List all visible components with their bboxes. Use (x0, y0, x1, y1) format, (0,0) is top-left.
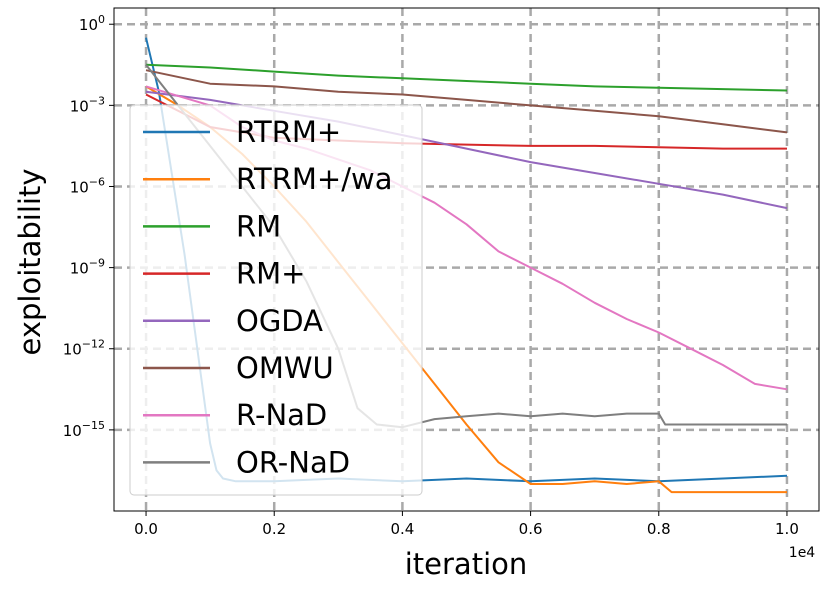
y-tick-exponent: −12 (82, 338, 105, 351)
legend-label: OGDA (236, 304, 323, 338)
legend-label: RTRM+/wa (236, 162, 392, 196)
legend-label: RTRM+ (236, 115, 341, 149)
ticks: 0.0 0.2 0.4 0.6 0.8 1.010010−310−610−910−1210… (63, 13, 799, 538)
x-tick-label: 0.8 (647, 520, 671, 538)
legend-label: OR-NaD (236, 445, 350, 479)
y-tick-label: 10−6 (70, 175, 105, 196)
y-tick-base: 10 (70, 97, 89, 115)
series-line-rm (145, 63, 788, 92)
y-tick-base: 10 (79, 16, 98, 34)
series-line-omwu (145, 69, 788, 134)
y-axis-label: exploitability (13, 168, 47, 355)
y-tick-base: 10 (63, 422, 82, 440)
y-tick-label: 100 (79, 13, 105, 34)
x-tick-label: 0.6 (519, 520, 543, 538)
y-tick-exponent: −6 (89, 175, 105, 188)
y-tick-base: 10 (70, 260, 89, 278)
legend: RTRM+ RTRM+/wa RM RM+ OGDA OMWU R-NaD OR-NaD (129, 104, 423, 496)
y-tick-exponent: 0 (98, 13, 105, 26)
plot-frame (113, 7, 820, 512)
x-tick-label: 0.0 (134, 520, 158, 538)
legend-box (129, 104, 423, 496)
x-axis-label: iteration (405, 547, 528, 581)
y-tick-label: 10−12 (63, 338, 105, 359)
x-tick-label: 1.0 (775, 520, 799, 538)
y-tick-label: 10−3 (70, 94, 105, 115)
y-tick-base: 10 (70, 178, 89, 196)
y-tick-base: 10 (63, 341, 82, 359)
legend-label: OMWU (236, 351, 334, 385)
y-tick-exponent: −3 (89, 94, 105, 107)
legend-label: R-NaD (236, 398, 327, 432)
y-tick-label: 10−9 (70, 257, 105, 278)
legend-label: RM (236, 209, 281, 243)
legend-label: RM+ (236, 257, 305, 291)
y-tick-label: 10−15 (63, 419, 105, 440)
x-tick-label: 0.2 (262, 520, 286, 538)
y-tick-exponent: −15 (82, 419, 105, 432)
x-offset-label: 1e4 (789, 545, 816, 561)
x-tick-label: 0.4 (390, 520, 414, 538)
y-tick-exponent: −9 (89, 257, 105, 270)
